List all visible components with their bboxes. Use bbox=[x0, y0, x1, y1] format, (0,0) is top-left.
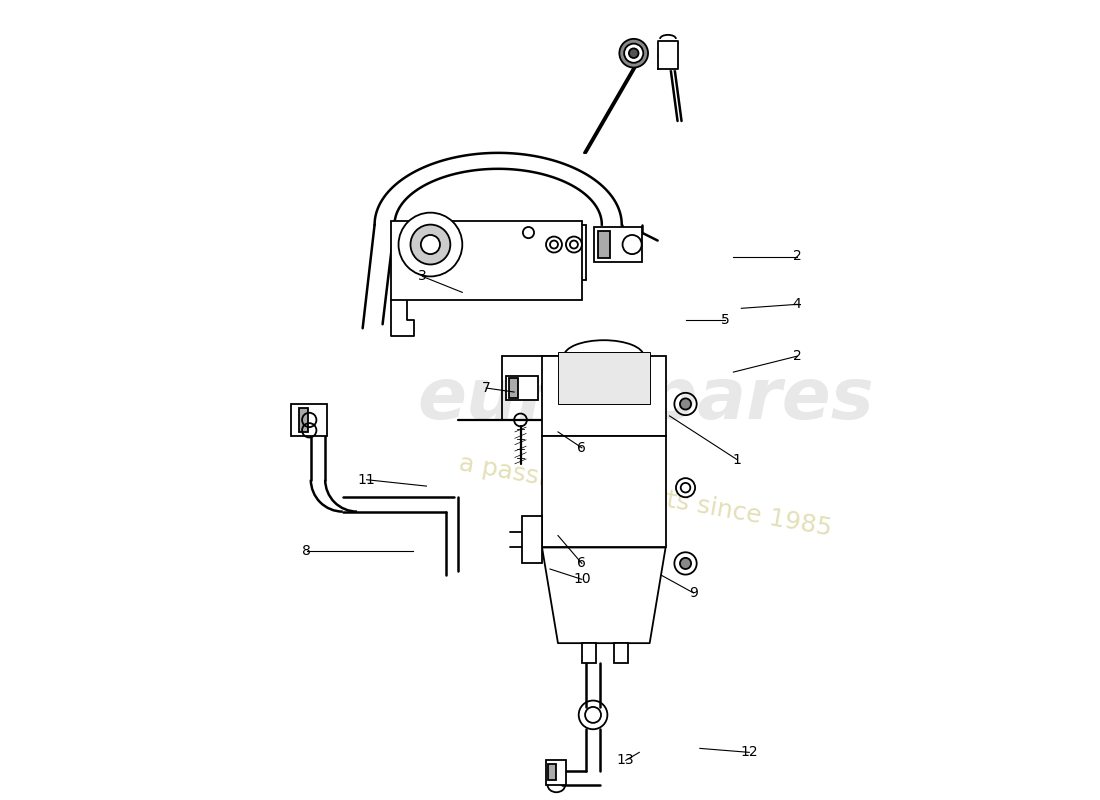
Circle shape bbox=[421, 235, 440, 254]
Text: 9: 9 bbox=[689, 586, 697, 600]
Bar bbox=[594, 227, 641, 262]
Text: 7: 7 bbox=[482, 381, 491, 395]
Text: 2: 2 bbox=[793, 349, 802, 363]
Circle shape bbox=[629, 49, 638, 58]
Bar bbox=[582, 643, 596, 663]
Text: 3: 3 bbox=[418, 270, 427, 283]
Bar bbox=[542, 436, 666, 547]
Text: 12: 12 bbox=[740, 746, 758, 759]
Bar bbox=[508, 378, 518, 398]
Text: 6: 6 bbox=[578, 441, 586, 455]
Text: eurospares: eurospares bbox=[417, 366, 874, 434]
Circle shape bbox=[680, 558, 691, 569]
Text: 13: 13 bbox=[617, 754, 635, 767]
Bar bbox=[522, 515, 542, 563]
Polygon shape bbox=[542, 547, 666, 643]
Circle shape bbox=[619, 39, 648, 67]
Bar bbox=[549, 764, 557, 780]
Bar bbox=[290, 404, 327, 436]
Text: 8: 8 bbox=[302, 545, 311, 558]
Bar bbox=[542, 356, 666, 436]
Text: 6: 6 bbox=[578, 557, 586, 570]
Text: 10: 10 bbox=[573, 572, 591, 586]
Text: 4: 4 bbox=[793, 298, 802, 311]
Text: 5: 5 bbox=[720, 314, 729, 327]
Circle shape bbox=[624, 44, 644, 62]
Polygon shape bbox=[659, 42, 678, 69]
Bar bbox=[558, 352, 650, 404]
Text: a passion for parts since 1985: a passion for parts since 1985 bbox=[458, 451, 834, 540]
Bar bbox=[597, 231, 609, 258]
Bar bbox=[614, 643, 628, 663]
Circle shape bbox=[680, 398, 691, 410]
Bar bbox=[390, 221, 582, 300]
Bar bbox=[299, 408, 308, 432]
Circle shape bbox=[410, 225, 450, 265]
Text: 1: 1 bbox=[733, 453, 741, 466]
Circle shape bbox=[398, 213, 462, 277]
Bar bbox=[506, 376, 538, 400]
Bar bbox=[546, 759, 565, 785]
Text: 2: 2 bbox=[793, 250, 802, 263]
Text: 11: 11 bbox=[358, 473, 375, 486]
